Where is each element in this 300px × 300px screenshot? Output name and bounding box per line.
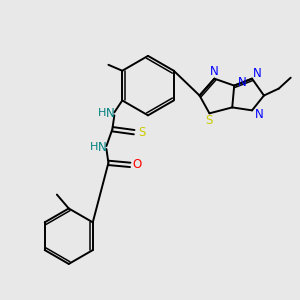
Text: H: H	[90, 142, 99, 152]
Text: N: N	[106, 107, 115, 120]
Text: S: S	[138, 126, 146, 139]
Text: N: N	[238, 76, 247, 89]
Text: S: S	[205, 114, 212, 127]
Text: O: O	[133, 158, 142, 171]
Text: H: H	[98, 108, 107, 118]
Text: N: N	[255, 108, 263, 121]
Text: N: N	[98, 140, 107, 154]
Text: N: N	[210, 65, 219, 78]
Text: N: N	[253, 67, 261, 80]
